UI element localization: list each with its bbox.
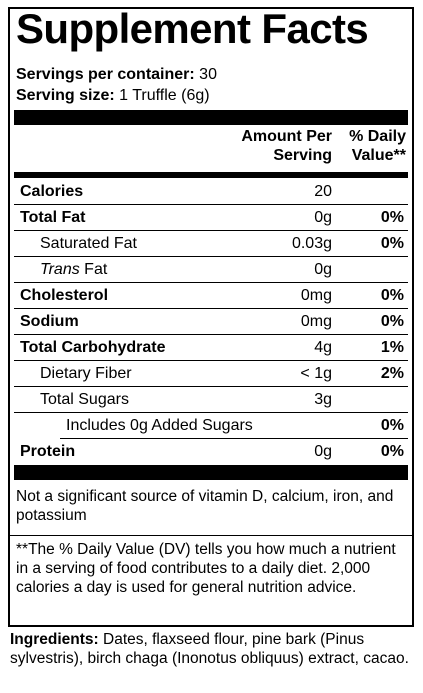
nutrient-name: Total Fat bbox=[20, 209, 86, 226]
nutrient-daily-value: 1% bbox=[380, 339, 404, 356]
row-divider bbox=[14, 360, 408, 361]
nutrient-daily-value: 0% bbox=[380, 313, 404, 330]
nutrient-amount: < 1g bbox=[300, 365, 332, 382]
servings-per-container-value: 30 bbox=[199, 66, 217, 83]
daily-value-footnote: **The % Daily Value (DV) tells you how m… bbox=[16, 541, 396, 596]
footnote-divider bbox=[10, 535, 412, 536]
nutrient-row: Total Carbohydrate 4g 1% bbox=[14, 335, 408, 361]
nutrient-row: Saturated Fat 0.03g 0% bbox=[14, 231, 408, 257]
servings-per-container-label: Servings per container: bbox=[16, 66, 195, 83]
row-divider bbox=[14, 412, 408, 413]
nutrient-amount: 0g bbox=[314, 261, 332, 278]
nutrient-name: Total Carbohydrate bbox=[20, 339, 166, 356]
nutrient-name: Protein bbox=[20, 443, 76, 460]
thick-divider-top bbox=[14, 110, 408, 125]
ingredients: Ingredients: Dates, flaxseed flour, pine… bbox=[10, 630, 415, 668]
nutrient-row: Protein 0g 0% bbox=[14, 439, 408, 465]
nutrient-name: Sodium bbox=[20, 313, 79, 330]
ingredients-text: Dates, flaxseed flour, pine bark (Pinus … bbox=[10, 631, 409, 667]
nutrient-amount: 0.03g bbox=[291, 235, 332, 252]
row-divider bbox=[14, 282, 408, 283]
serving-size-label: Serving size: bbox=[16, 87, 115, 104]
nutrient-amount: 3g bbox=[314, 391, 332, 408]
row-divider bbox=[14, 204, 408, 205]
nutrient-amount: 0g bbox=[314, 209, 332, 226]
nutrient-amount: 4g bbox=[314, 339, 332, 356]
medium-divider bbox=[14, 172, 408, 178]
daily-value-header: % Daily Value** bbox=[349, 128, 406, 164]
thick-divider-bottom bbox=[14, 465, 408, 480]
nutrient-amount: 0mg bbox=[300, 287, 332, 304]
serving-size-value: 1 Truffle (6g) bbox=[119, 87, 210, 104]
nutrient-amount: 0mg bbox=[300, 313, 332, 330]
nutrient-name: Dietary Fiber bbox=[40, 365, 132, 382]
serving-size: Serving size: 1 Truffle (6g) bbox=[16, 87, 210, 105]
row-divider bbox=[60, 438, 408, 439]
nutrient-row: Sodium 0mg 0% bbox=[14, 309, 408, 335]
row-divider bbox=[14, 230, 408, 231]
ingredients-label: Ingredients: bbox=[10, 631, 99, 648]
row-divider bbox=[14, 386, 408, 387]
nutrient-name: Includes 0g Added Sugars bbox=[66, 417, 253, 434]
panel-title: Supplement Facts bbox=[16, 5, 369, 52]
nutrient-name: Saturated Fat bbox=[40, 235, 137, 252]
nutrient-daily-value: 2% bbox=[380, 365, 404, 382]
nutrient-daily-value: 0% bbox=[380, 417, 404, 434]
row-divider bbox=[14, 256, 408, 257]
nutrient-daily-value: 0% bbox=[380, 287, 404, 304]
supplement-facts-panel: Supplement Facts Servings per container:… bbox=[8, 5, 414, 627]
servings-per-container: Servings per container: 30 bbox=[16, 66, 217, 84]
nutrient-daily-value: 0% bbox=[380, 209, 404, 226]
nutrient-daily-value: 0% bbox=[380, 443, 404, 460]
nutrient-row: Total Fat 0g 0% bbox=[14, 205, 408, 231]
nutrient-amount: 20 bbox=[314, 183, 332, 200]
nutrient-name: Trans Fat bbox=[40, 261, 108, 278]
nutrient-row: Cholesterol 0mg 0% bbox=[14, 283, 408, 309]
nutrient-daily-value: 0% bbox=[380, 235, 404, 252]
nutrient-row: Trans Fat 0g bbox=[14, 257, 408, 283]
nutrient-name: Total Sugars bbox=[40, 391, 129, 408]
nutrient-amount: 0g bbox=[314, 443, 332, 460]
nutrient-row: Total Sugars 3g bbox=[14, 387, 408, 413]
nutrient-name: Calories bbox=[20, 183, 84, 200]
not-significant-note: Not a significant source of vitamin D, c… bbox=[16, 488, 394, 524]
row-divider bbox=[14, 334, 408, 335]
nutrient-row: Dietary Fiber < 1g 2% bbox=[14, 361, 408, 387]
nutrient-name: Cholesterol bbox=[20, 287, 109, 304]
row-divider bbox=[14, 308, 408, 309]
nutrient-row: Calories 20 bbox=[14, 179, 408, 205]
nutrient-row: Includes 0g Added Sugars 0% bbox=[14, 413, 408, 439]
amount-per-serving-header: Amount Per Serving bbox=[241, 128, 332, 164]
